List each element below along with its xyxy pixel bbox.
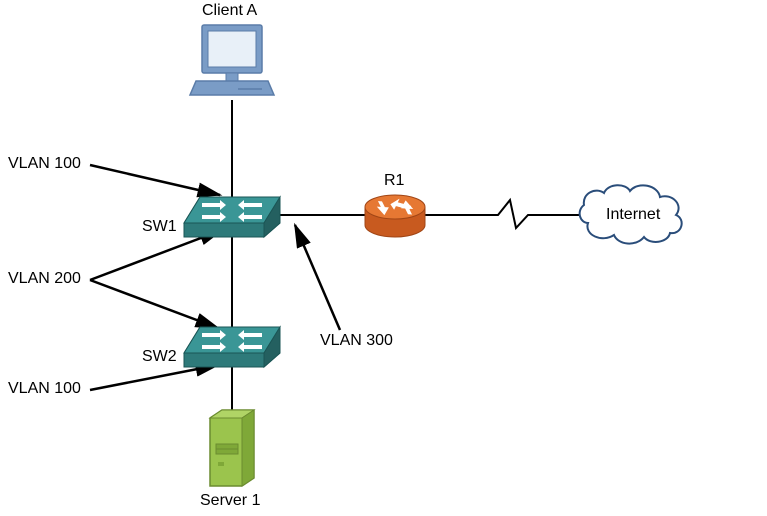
server1-icon [210, 410, 254, 486]
label-client-a: Client A [202, 2, 257, 20]
label-sw2: SW2 [142, 348, 177, 366]
arrow-vlan100-bottom [90, 365, 218, 390]
switch-sw2-icon [184, 327, 280, 367]
router-r1-icon [365, 195, 425, 237]
arrow-vlan100-top [90, 165, 220, 195]
label-vlan300: VLAN 300 [320, 332, 393, 350]
arrow-vlan200-sw2 [90, 280, 218, 328]
client-a-icon [190, 25, 274, 95]
label-r1: R1 [384, 172, 404, 190]
label-vlan200: VLAN 200 [8, 270, 81, 288]
label-vlan100-bottom: VLAN 100 [8, 380, 81, 398]
label-sw1: SW1 [142, 218, 177, 236]
label-vlan100-top: VLAN 100 [8, 155, 81, 173]
link-r1-internet [424, 200, 590, 228]
label-internet: Internet [606, 206, 660, 224]
label-server1: Server 1 [200, 492, 260, 510]
switch-sw1-icon [184, 197, 280, 237]
arrow-vlan300 [295, 225, 340, 330]
